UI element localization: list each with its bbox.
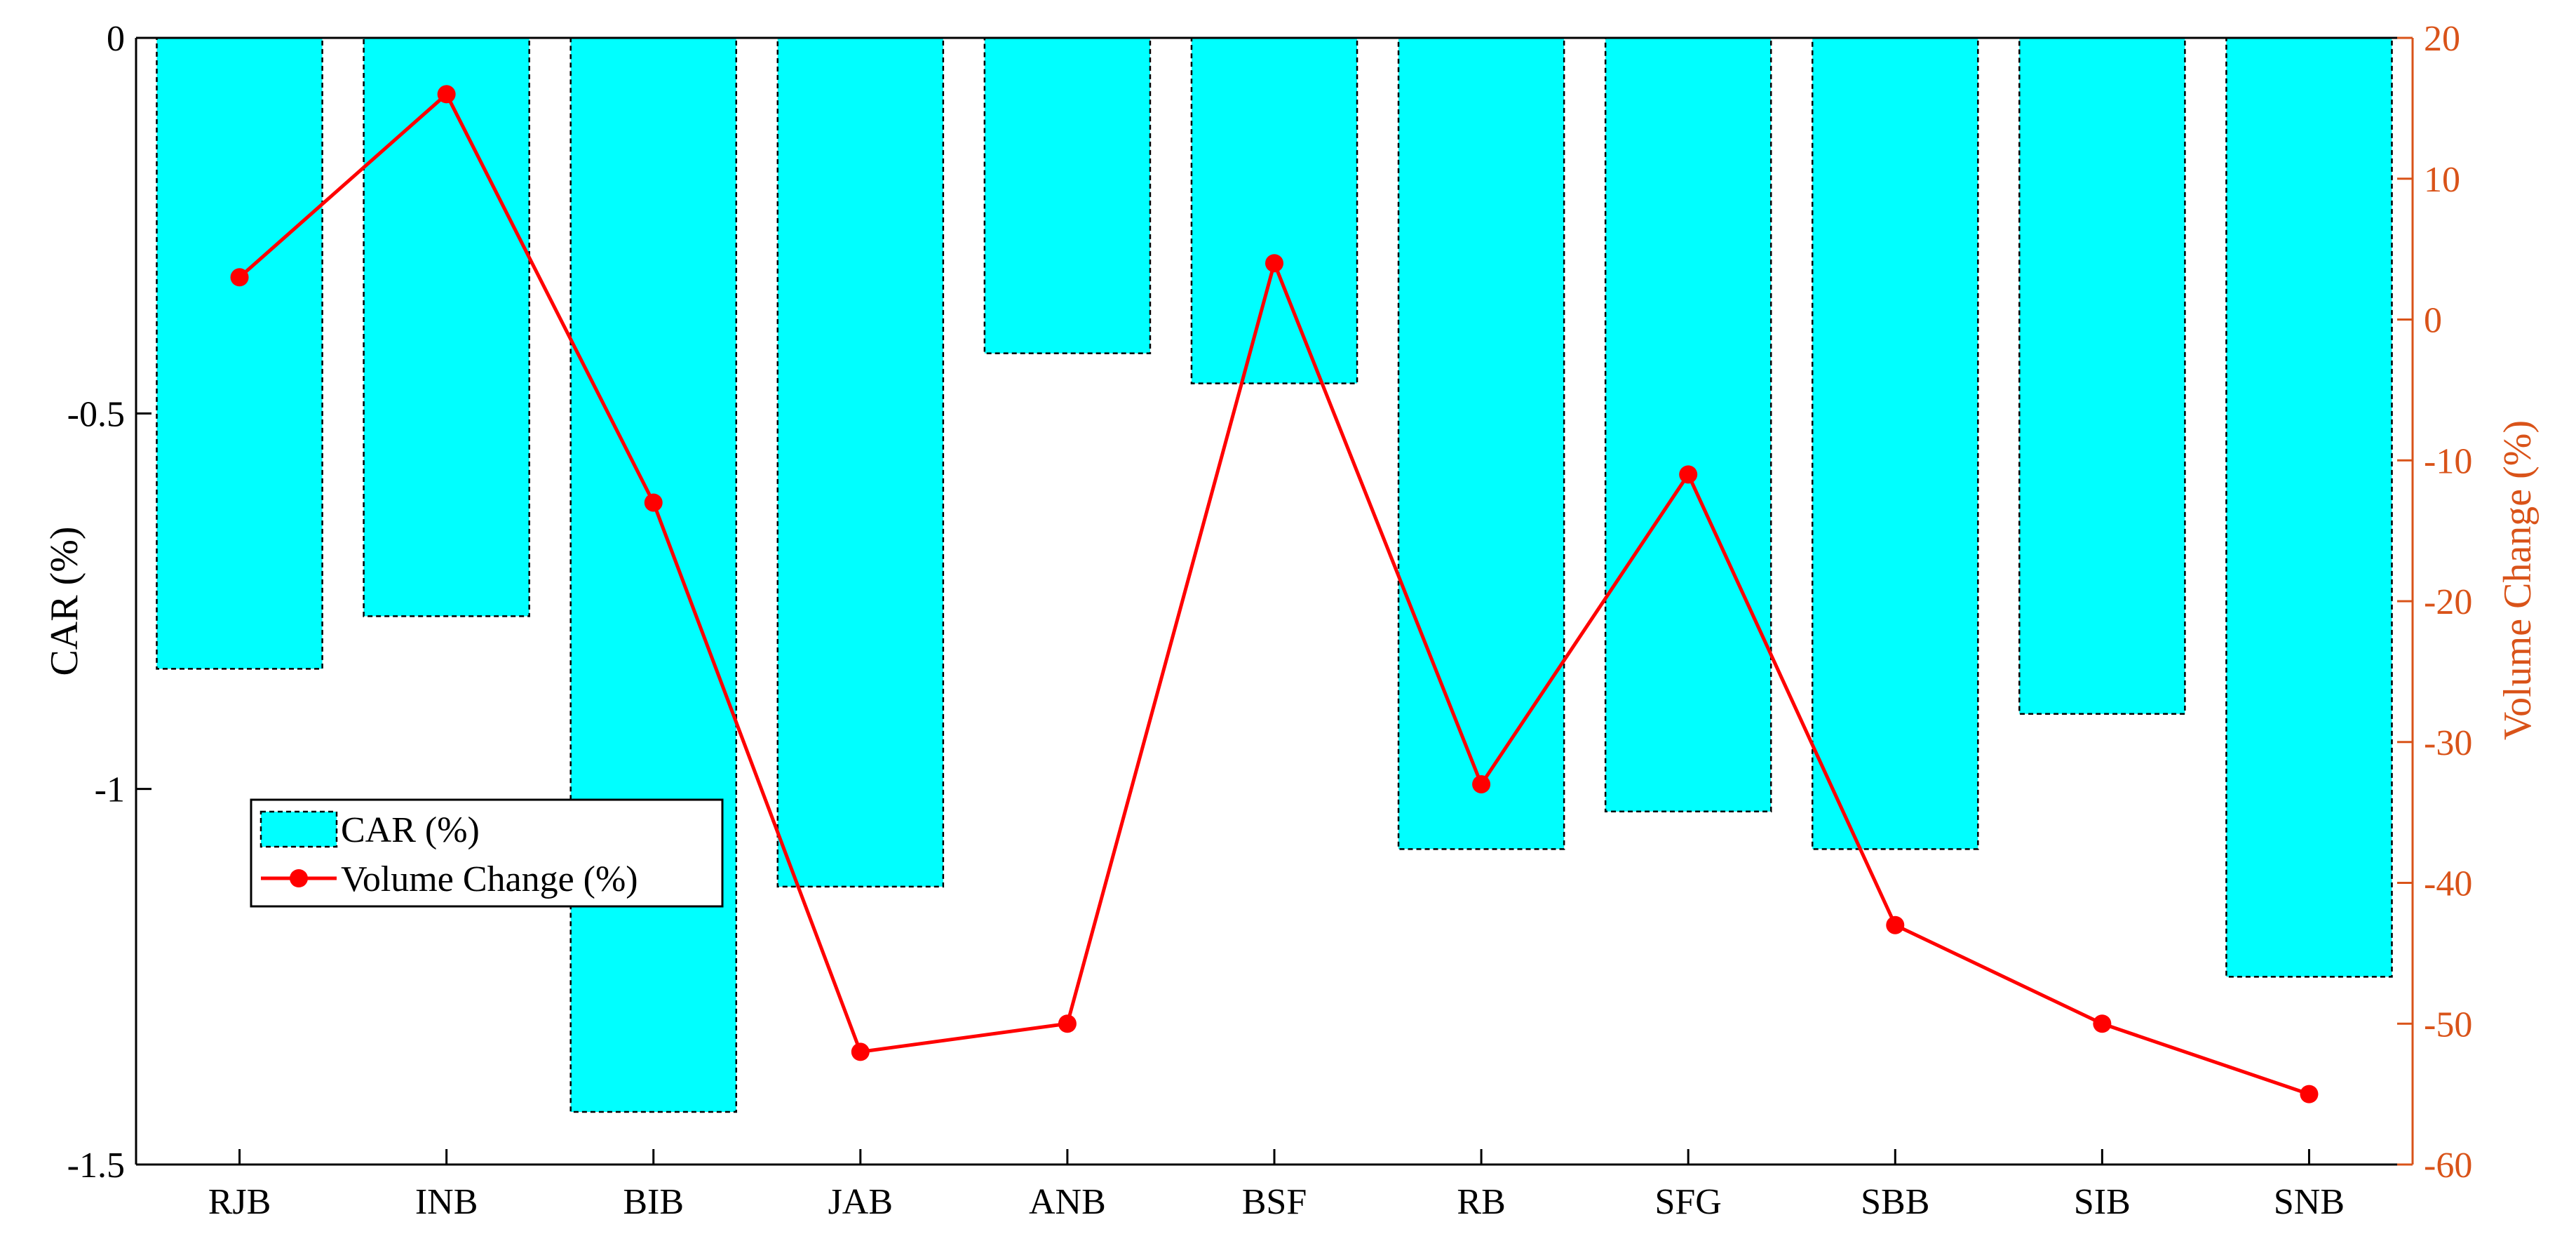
x-tick-label: BSF bbox=[1242, 1182, 1307, 1222]
car-bar-snb bbox=[2225, 36, 2393, 978]
right-axis-title: Volume Change (%) bbox=[2496, 420, 2540, 740]
volume-change-line bbox=[230, 85, 2319, 1103]
car-bar-sib bbox=[2018, 36, 2186, 715]
x-tick-label: JAB bbox=[828, 1182, 893, 1222]
left-tick-label: -0.5 bbox=[67, 394, 125, 434]
right-tick-label: -20 bbox=[2424, 582, 2472, 622]
x-tick-label: RB bbox=[1457, 1182, 1505, 1222]
left-axis-title: CAR (%) bbox=[43, 526, 86, 676]
x-tick-label: RJB bbox=[208, 1182, 271, 1222]
right-tick-label: -30 bbox=[2424, 723, 2472, 763]
car-bar-inb bbox=[363, 36, 530, 617]
volume-change-point-snb bbox=[2300, 1085, 2319, 1103]
right-tick-label: 0 bbox=[2424, 301, 2442, 341]
legend-marker bbox=[290, 869, 308, 887]
car-bar-bsf bbox=[1190, 36, 1358, 384]
right-tick-label: -40 bbox=[2424, 864, 2472, 904]
right-tick-label: -50 bbox=[2424, 1005, 2472, 1045]
right-tick-label: 10 bbox=[2424, 160, 2460, 200]
volume-change-point-jab bbox=[851, 1042, 870, 1061]
volume-change-point-inb bbox=[437, 85, 456, 104]
volume-change-point-bsf bbox=[1265, 254, 1283, 273]
x-tick-label: SFG bbox=[1654, 1182, 1721, 1222]
car-bar-bib bbox=[569, 36, 738, 1113]
volume-change-point-sfg bbox=[1679, 465, 1698, 484]
legend-label-car: CAR (%) bbox=[341, 810, 480, 850]
x-tick-label: SNB bbox=[2274, 1182, 2345, 1222]
car-bar-rjb bbox=[156, 36, 323, 670]
legend-bar-swatch bbox=[259, 810, 338, 848]
legend: CAR (%) Volume Change (%) bbox=[250, 798, 724, 908]
car-bar-sbb bbox=[1811, 36, 1979, 850]
volume-change-point-anb bbox=[1058, 1014, 1077, 1033]
volume-change-point-bib bbox=[644, 493, 663, 512]
car-bar-rb bbox=[1397, 36, 1565, 850]
car-bar-sfg bbox=[1604, 36, 1772, 813]
left-tick-label: -1.5 bbox=[67, 1146, 125, 1186]
left-tick-label: -1 bbox=[95, 770, 125, 810]
x-tick-label: SIB bbox=[2074, 1182, 2131, 1222]
car-bar-anb bbox=[983, 36, 1152, 354]
legend-label-volume: Volume Change (%) bbox=[341, 859, 638, 899]
volume-change-point-rb bbox=[1472, 774, 1491, 793]
x-tick-label: INB bbox=[415, 1182, 478, 1222]
volume-change-point-sbb bbox=[1886, 915, 1905, 934]
volume-change-point-rjb bbox=[230, 268, 249, 287]
right-tick-label: 20 bbox=[2424, 19, 2460, 59]
volume-change-point-sib bbox=[2093, 1014, 2112, 1033]
x-tick-label: SBB bbox=[1861, 1182, 1929, 1222]
car-bars bbox=[156, 36, 2393, 1113]
axes: RJB INB BIB JAB ANB BSF RB SFG SBB SIB SNB 0 -0.5 -1 -… bbox=[43, 19, 2540, 1222]
car-bar-jab bbox=[776, 36, 945, 888]
right-tick-label: -10 bbox=[2424, 441, 2472, 481]
left-tick-label: 0 bbox=[107, 19, 125, 59]
x-tick-label: ANB bbox=[1029, 1182, 1106, 1222]
x-tick-label: BIB bbox=[623, 1182, 684, 1222]
right-tick-label: -60 bbox=[2424, 1146, 2472, 1186]
